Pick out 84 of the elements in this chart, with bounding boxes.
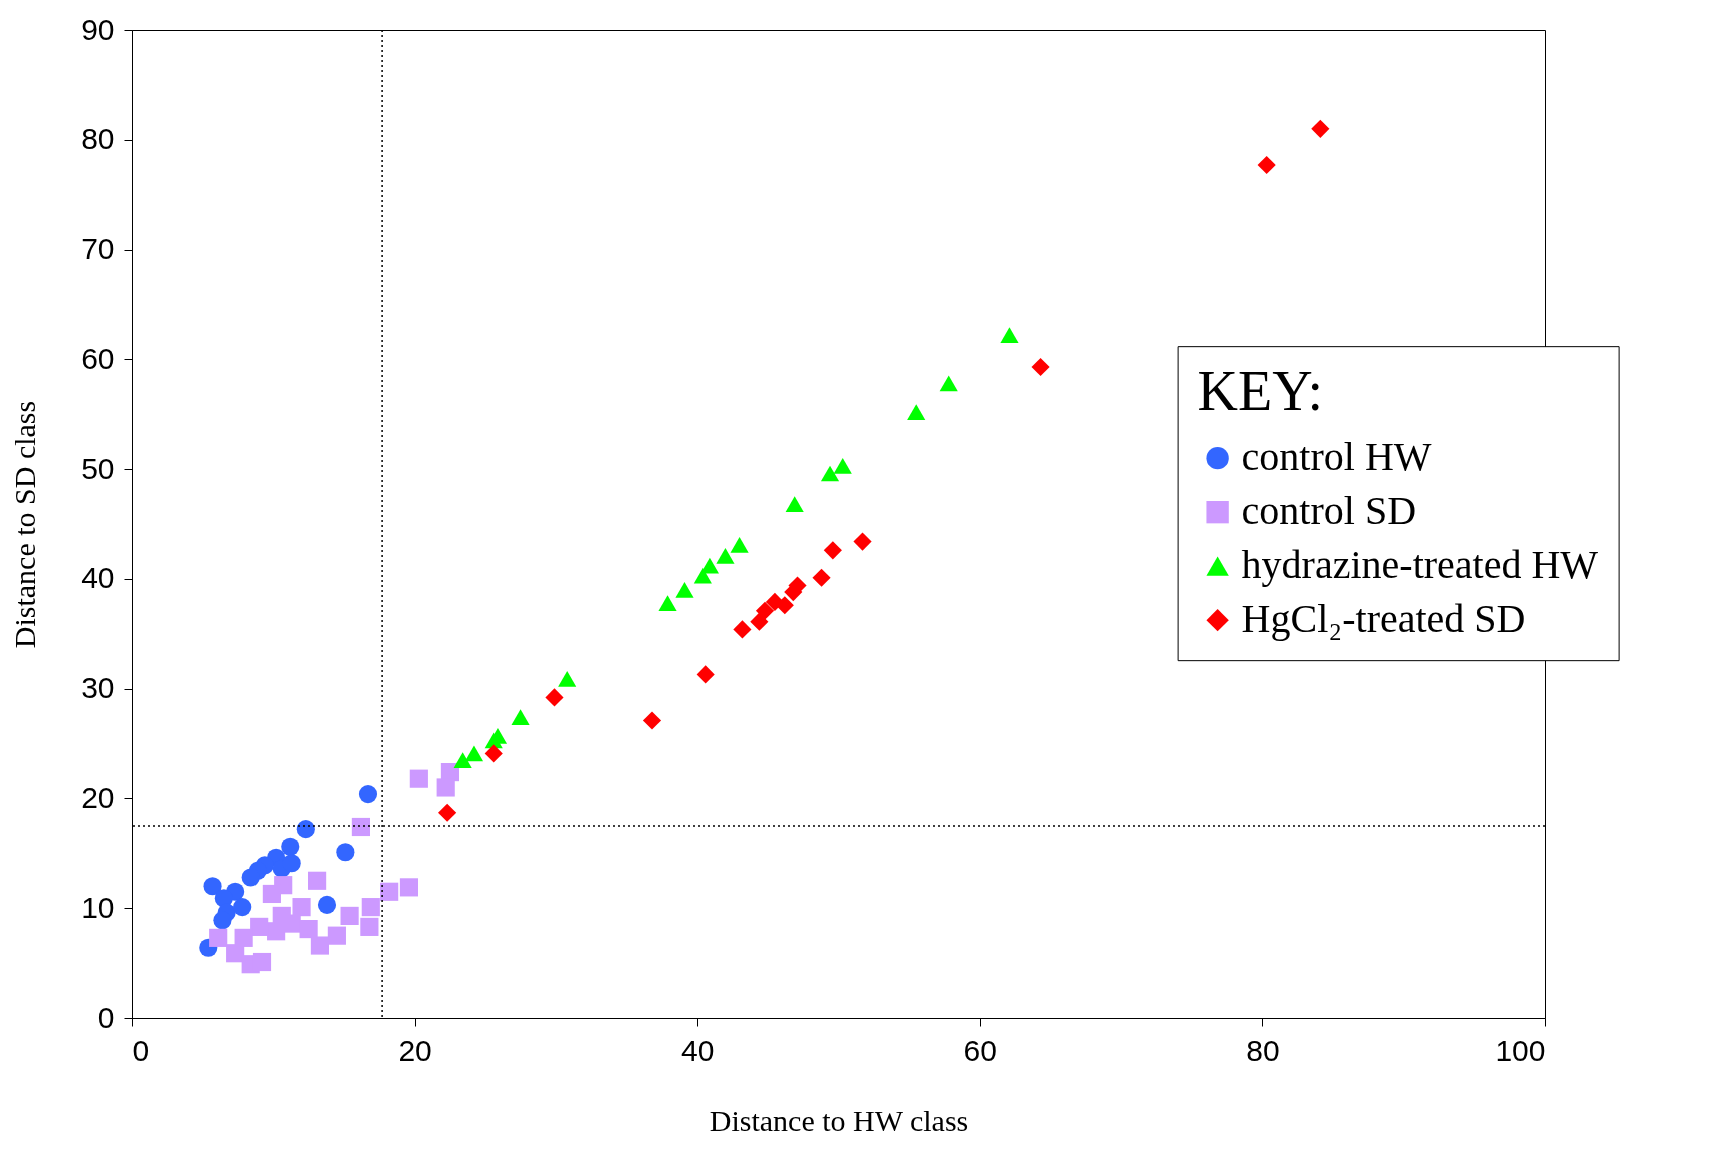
legend-label: HgCl₂-treated SD <box>1241 596 1526 642</box>
y-tick-label: 20 <box>81 780 115 814</box>
point <box>750 612 769 631</box>
point <box>716 547 735 564</box>
x-tick-label: 0 <box>132 1033 150 1067</box>
x-axis-title: Distance to HW class <box>709 1103 969 1137</box>
legend-label: control HW <box>1241 434 1432 480</box>
point <box>545 688 564 707</box>
point <box>296 820 315 839</box>
point <box>234 928 253 947</box>
legend-label: hydrazine-treated HW <box>1241 542 1599 588</box>
y-axis-title: Distance to SD class <box>8 400 42 649</box>
x-tick-label: 60 <box>963 1033 997 1067</box>
point <box>399 878 419 897</box>
x-tick-label: 40 <box>681 1033 715 1067</box>
point <box>436 778 455 797</box>
point <box>336 843 355 862</box>
x-tick-label: 80 <box>1246 1033 1280 1067</box>
point <box>233 898 252 917</box>
point <box>658 595 677 611</box>
point <box>299 920 318 939</box>
point <box>484 732 503 749</box>
point <box>358 784 378 804</box>
point <box>511 709 530 726</box>
point <box>730 536 749 553</box>
point <box>380 882 399 901</box>
point <box>361 898 380 917</box>
point <box>317 895 337 914</box>
point <box>696 665 715 684</box>
point <box>241 868 260 887</box>
point <box>1311 119 1330 138</box>
point <box>1031 357 1050 377</box>
point <box>939 375 958 392</box>
point <box>785 496 804 513</box>
y-tick-label: 10 <box>81 890 115 924</box>
y-tick-label: 60 <box>81 341 115 375</box>
point <box>250 917 269 936</box>
point <box>262 884 281 904</box>
point <box>733 620 752 639</box>
point <box>693 567 712 584</box>
point <box>675 582 694 598</box>
point <box>252 952 272 972</box>
point <box>853 532 872 551</box>
point <box>351 817 370 837</box>
y-tick-label: 70 <box>81 232 115 266</box>
legend-label: control SD <box>1241 488 1417 534</box>
point <box>213 911 232 930</box>
point <box>558 670 577 687</box>
y-tick-label: 30 <box>81 671 115 705</box>
point <box>464 745 484 762</box>
point <box>282 854 301 873</box>
point <box>1000 327 1019 344</box>
point <box>484 744 503 763</box>
point <box>310 936 330 955</box>
point <box>1257 155 1276 175</box>
y-tick-label: 80 <box>81 122 115 156</box>
y-tick-label: 0 <box>97 1000 115 1034</box>
point <box>409 769 428 788</box>
point <box>823 541 842 560</box>
point <box>833 457 852 474</box>
point <box>642 711 662 730</box>
point <box>755 601 775 620</box>
point <box>812 568 831 587</box>
y-tick-label: 40 <box>81 561 115 595</box>
point <box>272 906 291 925</box>
point <box>292 898 311 917</box>
point <box>226 944 245 963</box>
point <box>907 404 926 420</box>
x-tick-label: 20 <box>398 1033 432 1067</box>
y-tick-label: 90 <box>81 12 115 46</box>
point <box>453 752 472 768</box>
x-tick-label: 100 <box>1495 1033 1546 1067</box>
point <box>281 837 300 856</box>
point <box>340 906 359 925</box>
legend-title: KEY: <box>1197 360 1324 423</box>
point <box>327 926 346 945</box>
point <box>209 928 228 947</box>
point <box>438 803 457 822</box>
y-tick-label: 50 <box>81 451 115 485</box>
point <box>820 465 840 482</box>
point <box>203 877 222 896</box>
point <box>360 917 379 936</box>
point <box>765 592 784 612</box>
point <box>308 871 327 890</box>
